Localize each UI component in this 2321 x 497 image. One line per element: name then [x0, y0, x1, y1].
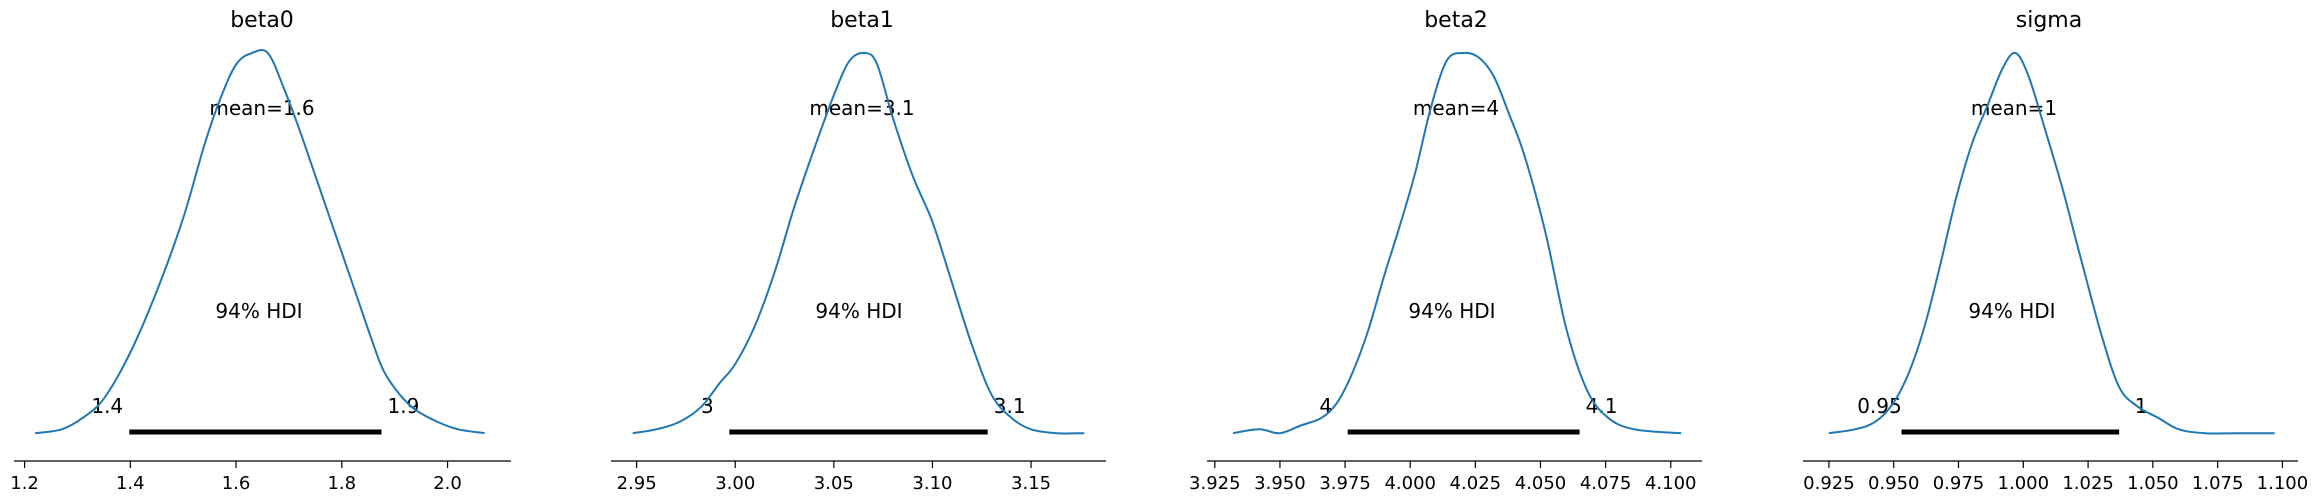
panel-title: sigma [2016, 8, 2082, 33]
panel-beta2: beta2 mean=4 94% HDI 4 4.1 3.925 3.950 3.9… [1189, 8, 1702, 494]
mean-label: mean=1.6 [209, 96, 314, 120]
density-line [34, 48, 485, 435]
x-tick-label: 1.2 [10, 473, 39, 494]
panel-sigma: sigma mean=1 94% HDI 0.95 1 0.925 0.950 0.… [1803, 8, 2308, 494]
x-tick-label: 1.050 [2127, 473, 2179, 494]
x-tick-label: 1.025 [2062, 473, 2114, 494]
x-tick-label: 3.10 [912, 473, 952, 494]
x-tick-label: 4.000 [1384, 473, 1436, 494]
x-tick-label: 3.925 [1189, 473, 1241, 494]
x-tick-label: 3.15 [1011, 473, 1051, 494]
x-tick-label: 3.00 [715, 473, 755, 494]
hdi-label: 94% HDI [1408, 299, 1495, 323]
hdi-low-label: 0.95 [1857, 394, 1902, 418]
hdi-label: 94% HDI [215, 299, 302, 323]
mean-label: mean=4 [1413, 96, 1499, 120]
hdi-label: 94% HDI [815, 299, 902, 323]
panel-title: beta0 [230, 8, 294, 33]
panel-title: beta2 [1424, 8, 1488, 33]
x-tick-label: 2.95 [617, 473, 657, 494]
hdi-high-label: 1 [2135, 394, 2148, 418]
mean-label: mean=1 [1971, 96, 2057, 120]
hdi-low-label: 3 [701, 394, 714, 418]
hdi-label: 94% HDI [1968, 299, 2055, 323]
x-tick-label: 1.000 [1998, 473, 2050, 494]
panel-beta1: beta1 mean=3.1 94% HDI 3 3.1 2.95 3.00 3.0… [611, 8, 1106, 494]
x-tick-label: 1.8 [327, 473, 356, 494]
x-tick-label: 0.975 [1933, 473, 1985, 494]
x-tick-label: 4.025 [1450, 473, 1502, 494]
x-tick-label: 1.075 [2192, 473, 2244, 494]
x-tick-label: 1.100 [2257, 473, 2309, 494]
density-line [1232, 51, 1682, 435]
x-tick-label: 3.05 [814, 473, 854, 494]
x-tick-label: 4.050 [1515, 473, 1567, 494]
density-line [632, 51, 1085, 435]
panel-beta0: beta0 mean=1.6 94% HDI 1.4 1.9 1.2 1.4 1.6… [10, 8, 511, 494]
density-line [1828, 51, 2275, 435]
x-tick-label: 0.925 [1803, 473, 1855, 494]
panel-title: beta1 [830, 8, 894, 33]
x-tick-label: 1.4 [116, 473, 145, 494]
x-tick-label: 3.950 [1254, 473, 1306, 494]
x-tick-label: 3.975 [1319, 473, 1371, 494]
x-tick-label: 0.950 [1868, 473, 1920, 494]
x-tick-label: 1.6 [222, 473, 251, 494]
x-tick-label: 2.0 [433, 473, 462, 494]
x-tick-label: 4.100 [1645, 473, 1697, 494]
x-tick-label: 4.075 [1580, 473, 1632, 494]
